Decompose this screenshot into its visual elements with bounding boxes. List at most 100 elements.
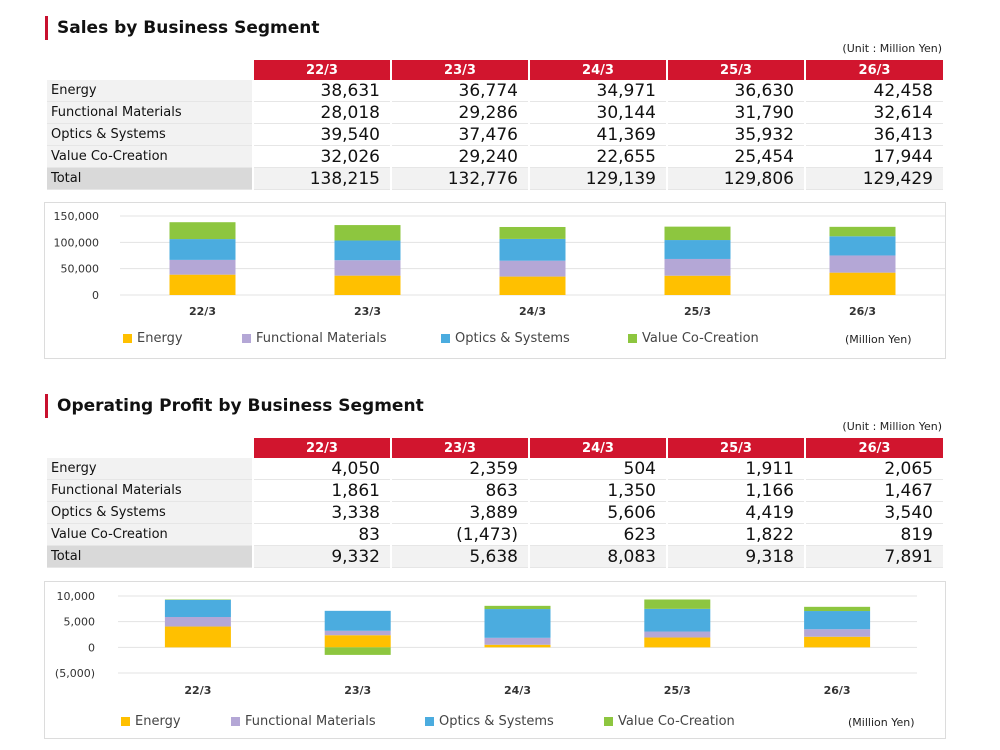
bar-optics-systems-22-3 [164, 599, 231, 617]
legend-swatch-value-co-creation [604, 717, 613, 726]
bar-value-co-creation-26-3 [829, 226, 896, 237]
bar-functional-materials-26-3 [829, 255, 896, 273]
total-row: Total 9,332 5,638 8,083 9,318 7,891 [47, 545, 943, 568]
bar-optics-systems-25-3 [644, 608, 711, 632]
cell-value: 30,144 [528, 101, 667, 124]
y-tick-label: 150,000 [54, 210, 100, 223]
y-tick-label: 0 [88, 641, 95, 654]
sales-chart-svg: 150,000 100,000 50,000 0 22/3 23/3 24/3 25/3 26/… [54, 210, 945, 318]
bar-value-co-creation-24-3 [499, 226, 566, 239]
total-value: 129,139 [528, 167, 667, 190]
table-row: Optics & Systems 39,540 37,476 41,369 35… [47, 123, 943, 146]
y-tick-label: 5,000 [64, 616, 96, 629]
profit-col-header: 25/3 [666, 438, 805, 458]
legend-item-energy: Energy [123, 331, 183, 346]
legend-label: Energy [137, 331, 183, 346]
bar-optics-systems-26-3 [804, 611, 871, 630]
total-value: 5,638 [390, 545, 529, 568]
bar-functional-materials-22-3 [169, 259, 236, 275]
legend-item-value-co-creation: Value Co-Creation [604, 714, 735, 729]
bar-energy-23-3 [334, 275, 401, 295]
legend-item-value-co-creation: Value Co-Creation [628, 331, 759, 346]
bar-functional-materials-22-3 [164, 616, 231, 627]
cell-value: 35,932 [666, 123, 805, 146]
legend-swatch-optics-systems [441, 334, 450, 343]
legend-label: Functional Materials [245, 714, 376, 729]
legend-swatch-optics-systems [425, 717, 434, 726]
bar-value-co-creation-26-3 [804, 606, 871, 612]
bar-optics-systems-26-3 [829, 236, 896, 256]
cell-value: 2,065 [804, 458, 943, 480]
legend-item-optics-systems: Optics & Systems [425, 714, 554, 729]
cell-value: 42,458 [804, 80, 943, 102]
legend-swatch-energy [123, 334, 132, 343]
legend-label: Optics & Systems [439, 714, 554, 729]
bar-energy-25-3 [664, 275, 731, 295]
sales-header-row: 22/3 23/3 24/3 25/3 26/3 [47, 60, 943, 80]
profit-unit: (Unit : Million Yen) [842, 420, 942, 433]
legend-label: Energy [135, 714, 181, 729]
x-tick-label: 23/3 [354, 305, 381, 318]
legend-item-functional-materials: Functional Materials [242, 331, 387, 346]
profit-col-header: 23/3 [390, 438, 529, 458]
profit-chart-svg: 10,000 5,000 0 (5,000) 22/3 23/3 24/3 25/3 26/3 [55, 590, 917, 697]
total-value: 129,429 [804, 167, 943, 190]
total-row: Total 138,215 132,776 129,139 129,806 12… [47, 167, 943, 190]
x-tick-label: 26/3 [849, 305, 876, 318]
cell-value: 4,050 [252, 458, 391, 480]
x-tick-label: 22/3 [184, 684, 211, 697]
cell-value: 25,454 [666, 145, 805, 168]
profit-header-row: 22/3 23/3 24/3 25/3 26/3 [47, 438, 943, 458]
cell-value: 32,614 [804, 101, 943, 124]
table-row: Energy 38,631 36,774 34,971 36,630 42,45… [47, 80, 943, 102]
x-tick-label: 26/3 [824, 684, 851, 697]
sales-col-header: 23/3 [390, 60, 529, 80]
cell-value: 28,018 [252, 101, 391, 124]
total-value: 138,215 [252, 167, 391, 190]
bar-energy-22-3 [169, 274, 236, 295]
cell-value: (1,473) [390, 523, 529, 546]
total-value: 9,318 [666, 545, 805, 568]
cell-value: 36,630 [666, 80, 805, 102]
cell-value: 5,606 [528, 501, 667, 524]
total-label: Total [47, 545, 253, 568]
row-label: Value Co-Creation [47, 145, 253, 168]
bar-value-co-creation-22-3 [169, 222, 236, 240]
cell-value: 31,790 [666, 101, 805, 124]
legend-label: Value Co-Creation [642, 331, 759, 346]
bar-value-co-creation-25-3 [644, 599, 711, 609]
bar-value-co-creation-23-3 [334, 225, 401, 241]
y-tick-label: 100,000 [54, 236, 100, 249]
total-label: Total [47, 167, 253, 190]
profit-legend-unit: (Million Yen) [848, 716, 915, 729]
bar-functional-materials-23-3 [334, 260, 401, 276]
sales-unit: (Unit : Million Yen) [842, 42, 942, 55]
cell-value: 3,540 [804, 501, 943, 524]
total-value: 9,332 [252, 545, 391, 568]
table-row: Energy 4,050 2,359 504 1,911 2,065 [47, 458, 943, 480]
sales-table: 22/3 23/3 24/3 25/3 26/3 Energy 38,631 3… [47, 60, 943, 190]
bar-functional-materials-25-3 [644, 631, 711, 638]
row-label: Optics & Systems [47, 123, 253, 146]
total-value: 129,806 [666, 167, 805, 190]
sales-col-header: 25/3 [666, 60, 805, 80]
cell-value: 1,350 [528, 479, 667, 502]
bar-optics-systems-25-3 [664, 240, 731, 259]
bar-functional-materials-23-3 [324, 630, 391, 636]
table-row: Functional Materials 1,861 863 1,350 1,1… [47, 479, 943, 502]
legend-label: Functional Materials [256, 331, 387, 346]
cell-value: 34,971 [528, 80, 667, 102]
cell-value: 22,655 [528, 145, 667, 168]
bar-value-co-creation-24-3 [484, 605, 551, 610]
y-tick-label: (5,000) [55, 667, 95, 680]
bar-value-co-creation-25-3 [664, 226, 731, 241]
legend-swatch-energy [121, 717, 130, 726]
legend-swatch-value-co-creation [628, 334, 637, 343]
bar-optics-systems-22-3 [169, 239, 236, 260]
bar-optics-systems-23-3 [324, 610, 391, 631]
bar-energy-26-3 [804, 636, 871, 648]
cell-value: 37,476 [390, 123, 529, 146]
cell-value: 3,889 [390, 501, 529, 524]
table-row: Value Co-Creation 83 (1,473) 623 1,822 8… [47, 523, 943, 546]
total-value: 132,776 [390, 167, 529, 190]
